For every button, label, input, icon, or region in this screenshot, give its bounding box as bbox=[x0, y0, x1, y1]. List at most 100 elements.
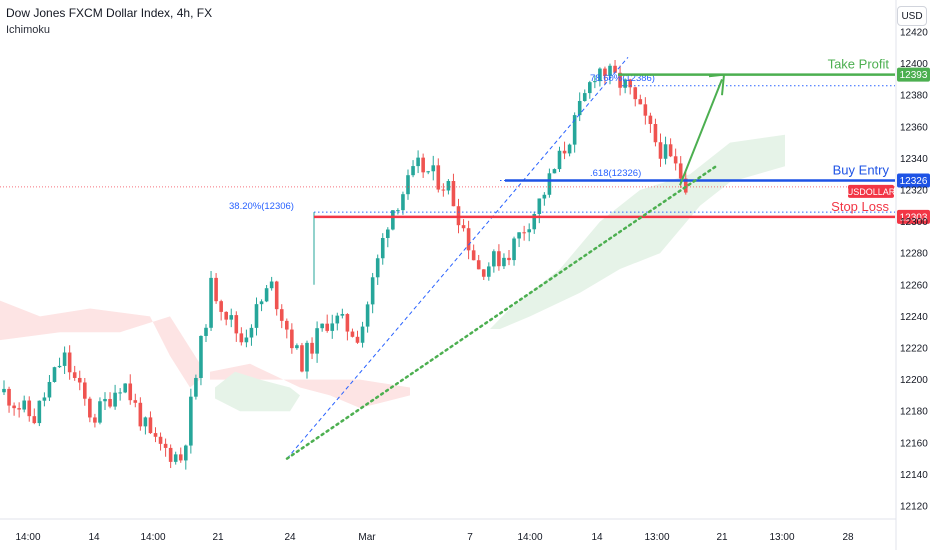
candle-body bbox=[325, 323, 329, 331]
candle-body bbox=[199, 335, 203, 378]
candle-body bbox=[593, 81, 597, 83]
price-tick: 12420 bbox=[900, 28, 928, 39]
candle-body bbox=[335, 315, 340, 324]
candle-body bbox=[274, 281, 279, 310]
candle-body bbox=[598, 68, 602, 82]
time-tick: 13:00 bbox=[769, 532, 794, 543]
candle-body bbox=[204, 327, 208, 336]
indicator-label[interactable]: Ichimoku bbox=[6, 24, 51, 36]
candle-body bbox=[375, 258, 380, 278]
candle-body bbox=[426, 171, 430, 173]
candle-body bbox=[249, 327, 254, 338]
candle-body bbox=[431, 165, 436, 172]
candle-body bbox=[668, 144, 673, 157]
candle-body bbox=[83, 382, 87, 399]
candle-body bbox=[567, 144, 572, 154]
price-badge: 12326 bbox=[900, 176, 928, 187]
cloud-bearish bbox=[0, 300, 200, 388]
candle-body bbox=[2, 388, 6, 393]
candle-body bbox=[416, 157, 420, 167]
candle-body bbox=[219, 301, 223, 312]
candle-body bbox=[234, 315, 239, 334]
fib-label: 78.60%(12386) bbox=[590, 73, 655, 84]
candle-body bbox=[62, 352, 67, 366]
candle-body bbox=[522, 232, 526, 234]
candle-body bbox=[244, 337, 249, 343]
candle-body bbox=[290, 329, 294, 349]
candle-body bbox=[653, 124, 658, 143]
fib-diagonal bbox=[286, 56, 629, 459]
candle-body bbox=[380, 238, 385, 259]
candle-body bbox=[487, 266, 491, 277]
candle-body bbox=[12, 405, 16, 409]
candle-body bbox=[345, 314, 350, 332]
candle-body bbox=[123, 383, 127, 393]
candle-body bbox=[168, 447, 173, 462]
candle-body bbox=[683, 178, 688, 193]
candle-body bbox=[118, 392, 122, 394]
price-axis: 12120 12140 12160 12180 12200 12220 12240 12260… bbox=[900, 28, 928, 513]
candle-body bbox=[673, 156, 678, 164]
price-tick: 12320 bbox=[900, 186, 928, 197]
candle-body bbox=[239, 333, 244, 343]
candle-body bbox=[396, 210, 400, 212]
candle-body bbox=[128, 383, 133, 401]
price-tick: 12260 bbox=[900, 280, 928, 291]
candle-body bbox=[391, 210, 395, 230]
candle-body bbox=[47, 381, 52, 398]
candle-body bbox=[678, 163, 683, 179]
time-tick: 21 bbox=[716, 532, 728, 543]
ichimoku-cloud bbox=[0, 134, 785, 412]
symbol-badge: USDOLLAR bbox=[847, 187, 896, 197]
price-tick: 12200 bbox=[900, 375, 928, 386]
price-tick: 12160 bbox=[900, 438, 928, 449]
price-badge: 12393 bbox=[900, 70, 928, 81]
candle-body bbox=[17, 408, 21, 410]
candle-body bbox=[406, 175, 410, 195]
candle-body bbox=[643, 104, 648, 116]
candle-body bbox=[264, 288, 269, 302]
projection-arrow bbox=[679, 79, 723, 186]
candle-body bbox=[527, 229, 531, 233]
candle-body bbox=[517, 232, 521, 239]
price-badge: 12303 bbox=[900, 212, 928, 223]
candle-body bbox=[153, 433, 158, 437]
candle-body bbox=[315, 328, 319, 354]
candle-body bbox=[27, 400, 32, 417]
candle-body bbox=[178, 454, 183, 461]
candle-body bbox=[113, 392, 117, 407]
candle-body bbox=[214, 277, 218, 302]
candle-body bbox=[7, 388, 11, 406]
take-profit-label: Take Profit bbox=[828, 57, 890, 72]
candle-body bbox=[37, 400, 42, 424]
candle-body bbox=[497, 251, 501, 267]
candle-body bbox=[370, 277, 375, 305]
candle-body bbox=[577, 100, 582, 116]
stop-loss-label: Stop Loss bbox=[831, 199, 889, 214]
price-tick: 12380 bbox=[900, 91, 928, 102]
candle-body bbox=[471, 250, 476, 261]
candle-body bbox=[461, 225, 466, 229]
candle-body bbox=[628, 79, 632, 88]
candle-body bbox=[285, 320, 289, 330]
candle-body bbox=[658, 142, 663, 159]
price-badge-bg bbox=[897, 173, 930, 188]
price-badge-bg bbox=[897, 67, 930, 82]
candle-body bbox=[451, 181, 456, 207]
fib-label: 38.20%(12306) bbox=[229, 201, 294, 212]
candle-body bbox=[537, 198, 542, 215]
candle-body bbox=[562, 150, 567, 154]
candle-body bbox=[436, 165, 441, 190]
candle-body bbox=[441, 189, 446, 191]
currency-button[interactable]: USD bbox=[897, 6, 927, 26]
candle-body bbox=[42, 397, 47, 401]
time-tick: 21 bbox=[212, 532, 224, 543]
candle-body bbox=[648, 115, 653, 125]
candle-body bbox=[103, 398, 107, 402]
time-tick: 7 bbox=[467, 532, 473, 543]
cloud-bullish-2 bbox=[490, 134, 785, 330]
candle-body bbox=[507, 257, 511, 261]
candle-body bbox=[330, 323, 335, 331]
